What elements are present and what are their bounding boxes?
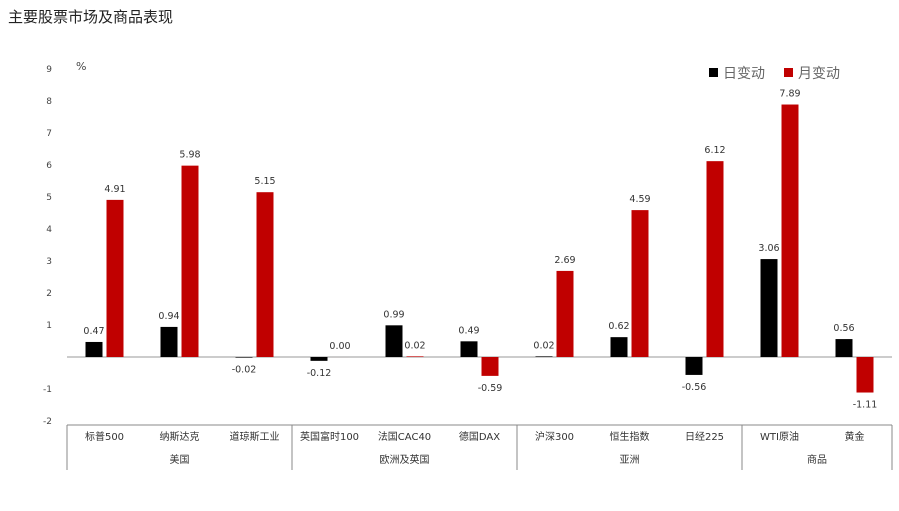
data-labels: 0.47 4.91 0.94 5.98 -0.02 5.15 -0.12 0.00 0.99 0.… [83, 89, 877, 411]
bars [85, 104, 874, 393]
daily-change-bar [760, 259, 778, 357]
category-label: 日经225 [685, 430, 724, 443]
category-label: 德国DAX [459, 430, 500, 443]
monthly-change-label: 7.89 [779, 89, 800, 100]
y-tick-label: -2 [43, 417, 52, 427]
group-label: 商品 [807, 453, 827, 466]
daily-change-label: 0.94 [158, 311, 179, 322]
y-tick-label: 8 [46, 97, 52, 107]
monthly-change-label: 5.15 [254, 176, 275, 187]
y-tick-label: 4 [46, 225, 52, 235]
daily-change-bar [685, 357, 703, 375]
monthly-change-bar [181, 165, 199, 357]
daily-change-label: 0.02 [533, 340, 554, 351]
y-axis-ticks: 9 8 7 6 5 4 3 2 1 -1 -2 [43, 65, 52, 427]
daily-change-label: 0.56 [833, 323, 854, 334]
y-tick-label: 3 [46, 257, 52, 267]
y-tick-label: 1 [46, 321, 52, 331]
daily-change-label: 0.99 [383, 309, 404, 320]
daily-change-bar [85, 341, 103, 357]
monthly-change-bar [556, 270, 574, 357]
monthly-change-bar [256, 192, 274, 357]
daily-change-label: -0.02 [232, 365, 257, 376]
y-tick-label: 5 [46, 193, 52, 203]
daily-change-bar [310, 357, 328, 361]
daily-change-label: -0.56 [682, 382, 707, 393]
monthly-change-label: 4.91 [104, 184, 125, 195]
daily-change-label: 0.47 [83, 326, 104, 337]
daily-change-bar [460, 341, 478, 357]
category-label: WTI原油 [760, 430, 799, 443]
monthly-change-label: -1.11 [853, 400, 878, 411]
monthly-change-bar [856, 357, 874, 393]
daily-change-bar [610, 337, 628, 357]
legend-swatch-daily [709, 68, 718, 77]
monthly-change-label: 6.12 [704, 145, 725, 156]
monthly-change-label: 0.00 [329, 341, 350, 352]
category-label: 恒生指数 [610, 430, 650, 443]
category-axis: 标普500 纳斯达克 道琼斯工业 英国富时100 法国CAC40 德国DAX 沪深300 恒生… [66, 424, 893, 470]
y-axis-unit: % [76, 60, 86, 73]
monthly-change-bar [781, 104, 799, 358]
legend-swatch-monthly [784, 68, 793, 77]
daily-change-bar [160, 326, 178, 357]
daily-change-bar [235, 357, 253, 358]
group-label: 美国 [170, 453, 190, 466]
monthly-change-label: 4.59 [629, 194, 650, 205]
group-label: 亚洲 [620, 454, 640, 466]
category-label: 黄金 [845, 430, 865, 443]
category-label: 标普500 [85, 430, 124, 443]
daily-change-bar [385, 325, 403, 357]
daily-change-label: 3.06 [758, 243, 779, 254]
group-label: 欧洲及英国 [380, 453, 430, 466]
legend-label-daily: 日变动 [723, 66, 765, 82]
y-tick-label: -1 [43, 385, 52, 395]
monthly-change-label: 0.02 [404, 340, 425, 351]
y-tick-label: 6 [46, 161, 52, 171]
category-label: 英国富时100 [300, 430, 359, 443]
monthly-change-label: 5.98 [179, 150, 200, 161]
daily-change-bar [835, 339, 853, 357]
monthly-change-bar [106, 199, 124, 357]
chart-title: 主要股票市场及商品表现 [8, 8, 174, 26]
daily-change-label: 0.49 [458, 325, 479, 336]
legend: 日变动 月变动 [709, 66, 840, 82]
y-tick-label: 9 [46, 65, 52, 75]
monthly-change-label: -0.59 [478, 383, 503, 394]
monthly-change-label: 2.69 [554, 255, 575, 266]
y-tick-label: 2 [46, 289, 52, 299]
daily-change-label: 0.62 [608, 321, 629, 332]
monthly-change-bar [406, 356, 424, 357]
category-label: 沪深300 [535, 430, 574, 443]
category-label: 法国CAC40 [378, 430, 431, 443]
monthly-change-bar [631, 210, 649, 357]
category-label: 纳斯达克 [160, 430, 200, 443]
monthly-change-bar [481, 357, 499, 376]
daily-change-label: -0.12 [307, 368, 332, 379]
daily-change-bar [535, 356, 553, 357]
y-tick-label: 7 [46, 129, 52, 139]
legend-label-monthly: 月变动 [798, 66, 840, 82]
monthly-change-bar [706, 161, 724, 357]
category-label: 道琼斯工业 [230, 430, 280, 443]
